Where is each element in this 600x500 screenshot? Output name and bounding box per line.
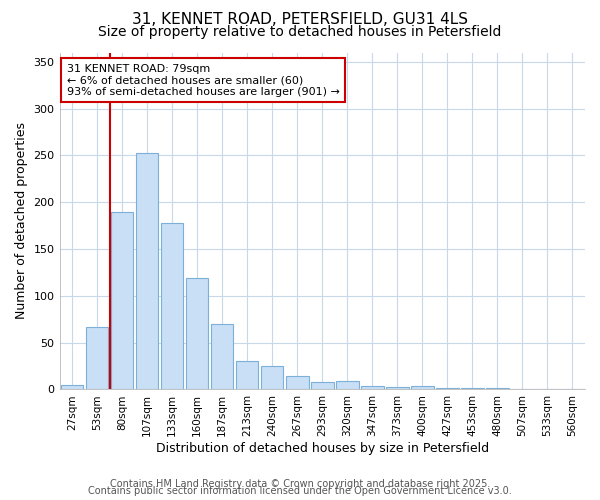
Bar: [211, 324, 233, 390]
Bar: [286, 376, 308, 390]
Bar: [336, 381, 359, 390]
Bar: [486, 388, 509, 390]
Bar: [561, 388, 584, 390]
Bar: [186, 278, 208, 390]
Text: Contains HM Land Registry data © Crown copyright and database right 2025.: Contains HM Land Registry data © Crown c…: [110, 479, 490, 489]
Bar: [261, 366, 283, 390]
Bar: [411, 386, 434, 390]
Text: Contains public sector information licensed under the Open Government Licence v3: Contains public sector information licen…: [88, 486, 512, 496]
Bar: [111, 212, 133, 390]
Bar: [236, 362, 259, 390]
X-axis label: Distribution of detached houses by size in Petersfield: Distribution of detached houses by size …: [156, 442, 489, 455]
Bar: [511, 388, 534, 390]
Text: Size of property relative to detached houses in Petersfield: Size of property relative to detached ho…: [98, 25, 502, 39]
Bar: [461, 388, 484, 390]
Text: 31, KENNET ROAD, PETERSFIELD, GU31 4LS: 31, KENNET ROAD, PETERSFIELD, GU31 4LS: [132, 12, 468, 28]
Text: 31 KENNET ROAD: 79sqm
← 6% of detached houses are smaller (60)
93% of semi-detac: 31 KENNET ROAD: 79sqm ← 6% of detached h…: [67, 64, 340, 97]
Bar: [361, 386, 383, 390]
Bar: [86, 326, 109, 390]
Bar: [61, 385, 83, 390]
Bar: [311, 382, 334, 390]
Bar: [536, 388, 559, 390]
Bar: [161, 223, 184, 390]
Y-axis label: Number of detached properties: Number of detached properties: [15, 122, 28, 320]
Bar: [386, 386, 409, 390]
Bar: [436, 388, 458, 390]
Bar: [136, 152, 158, 390]
